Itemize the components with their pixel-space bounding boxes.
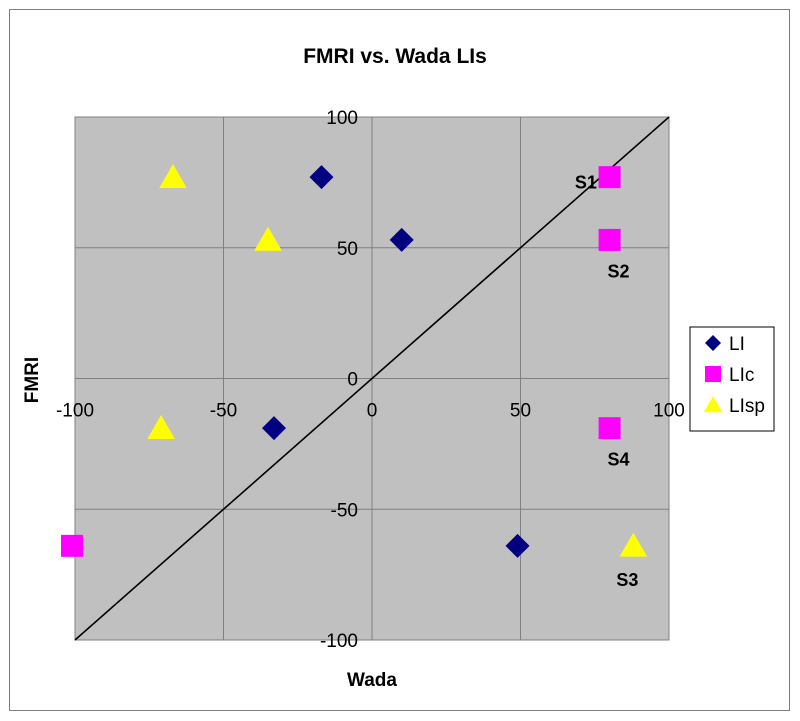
data-points [61,163,648,558]
legend-marker-li [705,335,721,351]
li-point [309,165,334,190]
legend-label: LIsp [729,396,765,417]
x-tick-label: 0 [367,401,378,422]
point-label: S3 [616,570,638,590]
legend-marker-lic [705,366,721,382]
y-tick-label: 50 [337,239,358,260]
x-tick-label: 100 [653,401,685,422]
point-label: S1 [575,172,597,192]
lisp-point [619,532,648,557]
identity-reference-line [74,116,670,641]
lic-point [598,166,621,189]
legend: LI LIc LIsp [689,326,775,432]
legend-marker-lisp [703,396,723,413]
legend-box [689,326,775,432]
lisp-point [254,226,282,251]
x-tick-label: -50 [210,401,237,422]
legend-label: LI [729,334,745,355]
li-point [389,227,414,252]
chart-title: FMRI vs. Wada LIs [303,45,487,68]
y-axis-title: FMRI [22,357,43,403]
y-tick-label: 100 [326,108,358,129]
y-tick-labels: -100 -50 0 50 100 [320,108,358,652]
legend-label: LIc [729,365,754,386]
y-tick-label: -100 [320,631,358,652]
lisp-point [147,414,175,439]
x-axis-title: Wada [347,670,397,691]
x-tick-labels: -100 -50 0 50 100 [56,401,685,422]
lic-point [61,534,84,557]
x-tick-label: 50 [510,401,531,422]
point-label: S2 [607,261,629,281]
y-tick-label: -50 [331,500,358,521]
reference-line-group [74,116,670,641]
point-label: S4 [607,450,629,470]
y-tick-label: 0 [347,370,358,391]
point-annotations: S1 S2 S4 S3 [575,172,639,589]
lisp-point [159,163,187,188]
li-point [505,533,530,558]
x-tick-label: -100 [56,401,94,422]
lic-point [598,228,621,251]
li-point [261,416,286,441]
lic-point [598,417,621,440]
